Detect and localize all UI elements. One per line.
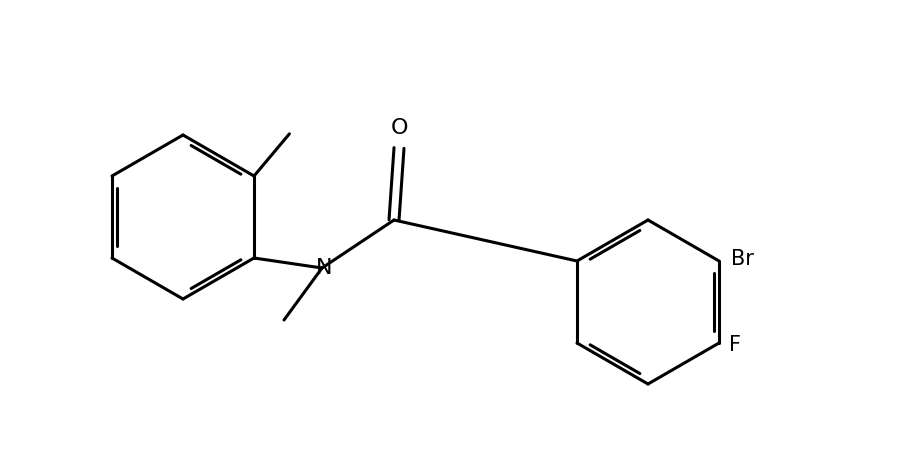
Text: O: O — [390, 118, 407, 138]
Text: F: F — [728, 335, 741, 355]
Text: N: N — [315, 258, 332, 278]
Text: Br: Br — [731, 249, 753, 269]
